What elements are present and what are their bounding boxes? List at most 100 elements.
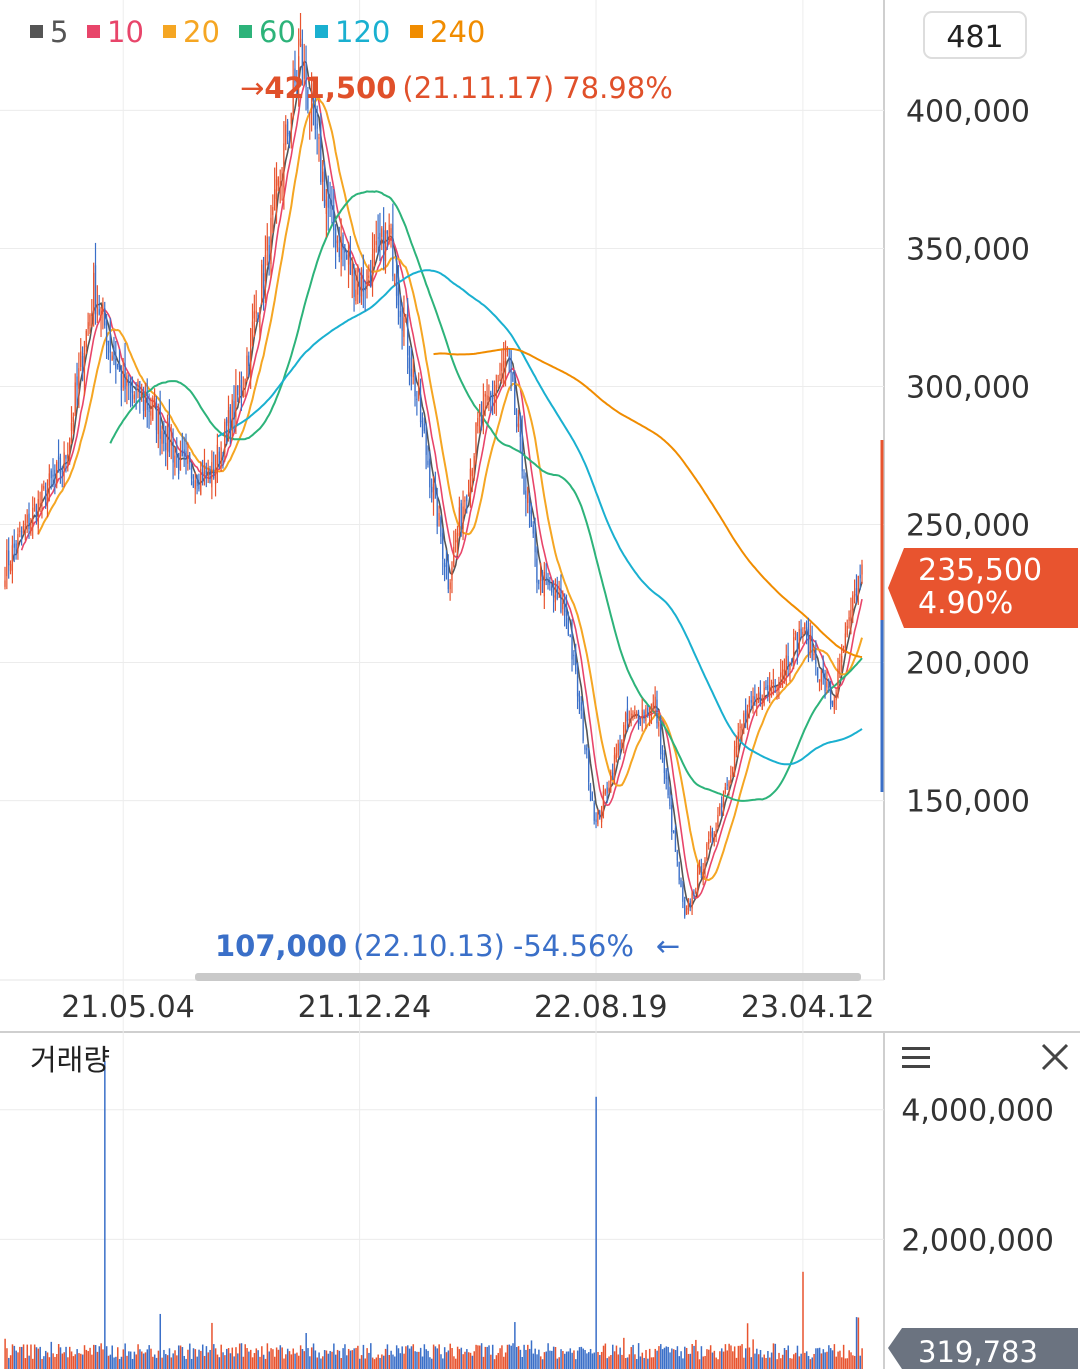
chart-scrollbar[interactable] — [195, 973, 861, 981]
candle-body — [464, 500, 466, 502]
candle-body — [370, 271, 372, 288]
candle-body — [785, 655, 787, 675]
candle-body — [346, 254, 348, 260]
candle-body — [807, 628, 810, 656]
legend-item-5[interactable]: 5 — [30, 15, 68, 49]
volume-bar — [639, 1356, 642, 1369]
volume-bar — [484, 1346, 487, 1369]
volume-bar — [268, 1351, 270, 1369]
volume-bar — [285, 1354, 287, 1369]
candle-body — [848, 617, 850, 621]
volume-bar — [528, 1348, 531, 1369]
candle-body — [181, 450, 183, 457]
count-badge[interactable]: 481 — [923, 11, 1027, 59]
legend-item-10[interactable]: 10 — [87, 15, 144, 49]
candle-body — [558, 592, 560, 595]
volume-bar — [562, 1351, 564, 1369]
price-tick-labels: 150,000 200,000 250,000 300,000 350,000 400,0… — [906, 94, 1030, 819]
candle-body — [637, 711, 640, 724]
low-date: (22.10.13) — [353, 929, 505, 963]
legend-label: 120 — [335, 15, 390, 49]
volume-bar — [733, 1346, 736, 1369]
volume-bar — [353, 1348, 355, 1369]
volume-bar — [708, 1349, 710, 1369]
volume-bar — [696, 1351, 699, 1369]
candle-body — [565, 608, 568, 616]
candle-body — [438, 513, 440, 520]
candle-body — [456, 532, 459, 543]
volume-bar — [794, 1352, 797, 1369]
high-pct: 78.98% — [562, 71, 673, 105]
candle-body — [743, 713, 745, 723]
volume-bar — [565, 1351, 568, 1369]
volume-bar — [558, 1357, 560, 1369]
candle-body — [709, 831, 712, 837]
candle-body — [298, 56, 300, 84]
candle-body — [364, 288, 366, 291]
volume-bar — [113, 1357, 115, 1369]
volume-bar — [486, 1346, 488, 1369]
candle-body — [612, 772, 614, 778]
date-tick-label: 22.08.19 — [534, 990, 668, 1025]
volume-bar — [379, 1357, 381, 1369]
hamburger-icon[interactable] — [902, 1047, 930, 1068]
volume-bar — [440, 1354, 442, 1369]
volume-bar — [807, 1355, 810, 1369]
volume-bar — [462, 1354, 464, 1369]
volume-bar — [24, 1358, 27, 1369]
volume-bar — [427, 1350, 429, 1369]
volume-bar — [52, 1353, 54, 1369]
close-icon[interactable] — [1041, 1043, 1069, 1071]
candle-body — [471, 470, 473, 477]
candle-body — [161, 430, 163, 444]
legend-item-60[interactable]: 60 — [239, 15, 296, 49]
volume-bar — [443, 1347, 446, 1369]
candle-body — [303, 60, 305, 79]
candle-body — [235, 385, 237, 418]
legend-item-240[interactable]: 240 — [410, 15, 485, 49]
volume-bar — [842, 1344, 845, 1369]
volume-bar — [667, 1346, 669, 1369]
volume-bar — [741, 1344, 743, 1369]
candle-body — [746, 710, 749, 722]
volume-bar — [170, 1357, 173, 1369]
candle-body — [735, 746, 738, 750]
volume-bar — [172, 1353, 174, 1369]
candle-body — [129, 386, 132, 389]
legend-label: 5 — [50, 15, 68, 49]
candle-body — [403, 317, 405, 337]
candle-body — [772, 681, 774, 685]
candle-body — [752, 695, 754, 705]
volume-bar — [370, 1343, 372, 1369]
volume-bar — [781, 1354, 784, 1369]
volume-bar — [309, 1356, 311, 1369]
volume-bar — [229, 1353, 232, 1369]
candle-body — [730, 775, 732, 783]
volume-bar — [50, 1341, 53, 1369]
volume-bar — [589, 1348, 592, 1369]
volume-bar — [336, 1349, 339, 1369]
volume-bar — [841, 1357, 843, 1369]
volume-bar — [680, 1351, 682, 1369]
candle-body — [13, 543, 15, 548]
volume-bar — [643, 1357, 645, 1369]
candle-body — [602, 791, 605, 815]
candle-body — [521, 433, 523, 472]
candle-body — [360, 277, 363, 297]
volume-bar — [299, 1345, 302, 1369]
candle-body — [89, 314, 91, 326]
candle-body — [246, 355, 248, 379]
candle-body — [327, 196, 329, 208]
volume-bar — [682, 1358, 684, 1369]
candle-body — [445, 565, 448, 567]
legend-item-120[interactable]: 120 — [315, 15, 390, 49]
volume-bar — [368, 1352, 370, 1369]
candle-body — [695, 890, 697, 893]
volume-bar — [584, 1349, 586, 1369]
legend-item-20[interactable]: 20 — [163, 15, 220, 49]
volume-bar — [637, 1343, 640, 1369]
candle-body — [20, 530, 23, 534]
volume-bar — [59, 1347, 62, 1369]
candle-body — [817, 668, 819, 679]
